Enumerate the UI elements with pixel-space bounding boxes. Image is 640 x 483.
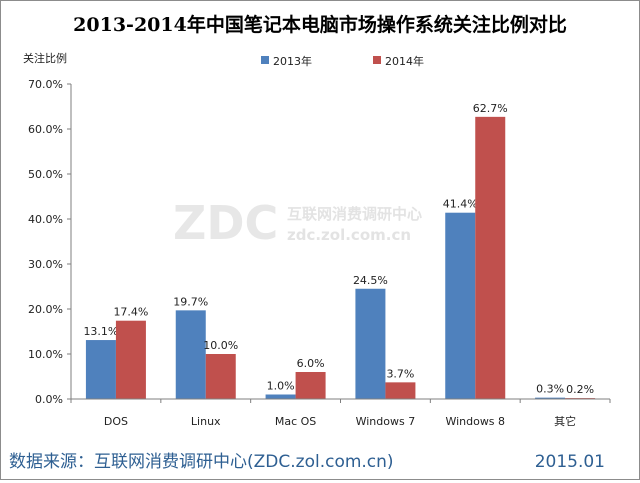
category-label: Linux: [191, 415, 221, 428]
zdc-watermark: ZDC 互联网消费调研中心 zdc.zol.com.cn: [173, 196, 422, 250]
watermark-url: zdc.zol.com.cn: [287, 226, 411, 244]
data-label: 19.7%: [173, 295, 208, 308]
category-label: Windows 8: [445, 415, 505, 428]
bar-2013: [445, 212, 476, 399]
bar-2013: [535, 397, 566, 399]
data-label: 17.4%: [113, 306, 148, 319]
y-tick-label: 30.0%: [28, 258, 63, 271]
bar-2014: [385, 382, 416, 399]
legend-label: 2014年: [385, 54, 424, 68]
category-label: Windows 7: [356, 415, 416, 428]
bar-2014: [295, 372, 326, 399]
footer-source: 数据来源：互联网消费调研中心(ZDC.zol.com.cn): [9, 452, 394, 472]
bar-2013: [355, 288, 386, 399]
chart-title: 2013-2014年中国笔记本电脑市场操作系统关注比例对比: [73, 13, 567, 36]
y-tick-label: 20.0%: [28, 303, 63, 316]
data-label: 0.2%: [566, 383, 594, 396]
legend-swatch: [373, 56, 381, 64]
category-label: 其它: [554, 414, 576, 428]
y-tick-label: 0.0%: [35, 393, 63, 406]
data-label: 24.5%: [353, 274, 388, 287]
watermark-logo: ZDC: [173, 196, 278, 250]
category-label: Mac OS: [275, 415, 316, 428]
data-label: 6.0%: [297, 357, 325, 370]
y-tick-label: 10.0%: [28, 348, 63, 361]
bar-2014: [205, 354, 236, 399]
footer-date: 2015.01: [535, 452, 605, 472]
data-label: 10.0%: [203, 339, 238, 352]
y-tick-label: 50.0%: [28, 168, 63, 181]
y-axis-ticks: 0.0% 10.0% 20.0% 30.0% 40.0% 50.0% 60.0% 70.0%: [28, 78, 71, 406]
x-axis-labels: DOS Linux Mac OS Windows 7 Windows 8 其它: [104, 414, 576, 428]
data-label: 62.7%: [473, 102, 508, 115]
axes: [70, 84, 611, 403]
bar-2014: [115, 320, 146, 399]
bar-2013: [265, 394, 296, 399]
y-tick-label: 40.0%: [28, 213, 63, 226]
data-label: 1.0%: [267, 380, 295, 393]
bar-2013: [85, 340, 116, 399]
watermark-cn: 互联网消费调研中心: [287, 205, 422, 223]
legend-swatch: [261, 56, 269, 64]
data-label: 41.4%: [443, 198, 478, 211]
y-axis-label: 关注比例: [23, 51, 67, 65]
bars: 13.1% 17.4% 19.7% 10.0% 1.0%6.0% 24.5% 3.7% 41.…: [83, 102, 596, 399]
bar-2013: [175, 310, 206, 399]
y-tick-label: 70.0%: [28, 78, 63, 91]
legend-label: 2013年: [273, 54, 312, 68]
category-label: DOS: [104, 415, 128, 428]
data-label: 0.3%: [536, 383, 564, 396]
data-label: 3.7%: [386, 367, 414, 380]
bar-2014: [475, 116, 506, 399]
y-tick-label: 60.0%: [28, 123, 63, 136]
data-label: 13.1%: [83, 325, 118, 338]
legend: 2013年 2014年: [261, 54, 424, 68]
